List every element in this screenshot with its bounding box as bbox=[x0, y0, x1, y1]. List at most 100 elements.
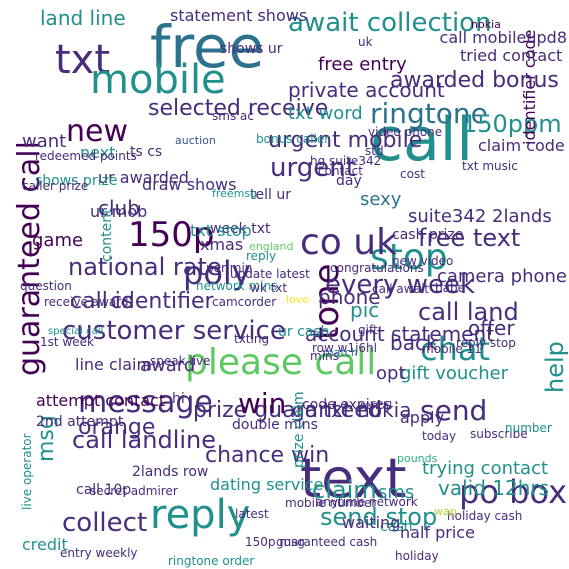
cloud-word: bonus caller bbox=[256, 132, 330, 146]
cloud-word: message bbox=[78, 385, 213, 420]
cloud-word: content bbox=[99, 208, 115, 262]
cloud-word: free entry bbox=[318, 54, 407, 75]
cloud-word: credit bbox=[22, 535, 68, 554]
cloud-word: txt music bbox=[462, 159, 518, 173]
cloud-word: urgent bbox=[270, 153, 356, 183]
cloud-word: day bbox=[336, 173, 362, 189]
cloud-word: national rate bbox=[68, 253, 222, 281]
cloud-word: gift bbox=[358, 323, 378, 337]
cloud-word: phone bbox=[318, 285, 381, 309]
cloud-word: camcorder bbox=[212, 295, 277, 309]
cloud-word: ringtone bbox=[370, 97, 488, 130]
cloud-word: private account bbox=[288, 78, 445, 102]
cloud-word: secret admirer bbox=[90, 484, 178, 498]
cloud-word: help bbox=[541, 341, 569, 393]
cloud-word: call identifier bbox=[70, 289, 214, 314]
cloud-word: std bbox=[365, 144, 384, 158]
cloud-word: receive award bbox=[44, 295, 129, 309]
cloud-word: ur cash bbox=[278, 324, 330, 340]
cloud-word: new video bbox=[392, 254, 454, 268]
cloud-word: sms ac bbox=[212, 109, 254, 123]
cloud-word: entry weekly bbox=[60, 546, 138, 560]
cloud-word: co uk bbox=[300, 222, 397, 263]
cloud-word: mobile bbox=[90, 57, 226, 103]
cloud-word: week txt bbox=[210, 221, 271, 237]
cloud-word: chance win bbox=[205, 443, 330, 468]
cloud-word: cost bbox=[400, 167, 425, 181]
cloud-word: love bbox=[286, 293, 310, 306]
cloud-word: sexy bbox=[360, 189, 402, 210]
cloud-word: per min bbox=[206, 261, 253, 275]
cloud-word: call bbox=[370, 105, 474, 175]
cloud-word: suite342 2lands bbox=[408, 206, 552, 227]
cloud-word: code expires bbox=[302, 397, 391, 413]
cloud-word: special call bbox=[48, 326, 104, 337]
cloud-word: await collection bbox=[288, 8, 492, 38]
cloud-word: speak live bbox=[150, 354, 211, 368]
cloud-word: reply stop bbox=[456, 336, 516, 350]
cloud-word: today bbox=[422, 429, 457, 443]
cloud-word: want bbox=[22, 131, 67, 152]
cloud-word: reply bbox=[246, 249, 277, 263]
cloud-word: cash prize bbox=[392, 227, 464, 243]
cloud-word: babe bbox=[435, 281, 465, 295]
cloud-word: call landline bbox=[72, 426, 216, 454]
cloud-word: ur mob bbox=[90, 202, 148, 221]
cloud-word: pic bbox=[350, 298, 380, 322]
cloud-word: customer service bbox=[62, 316, 286, 346]
cloud-word: opt bbox=[376, 363, 406, 384]
cloud-word: award bbox=[140, 355, 196, 376]
cloud-word: call land bbox=[418, 298, 519, 326]
cloud-word: caller prize bbox=[22, 179, 89, 193]
cloud-word: tried contact bbox=[460, 46, 563, 65]
cloud-word: ts cs bbox=[130, 144, 163, 160]
cloud-word: xmas bbox=[200, 235, 244, 254]
cloud-word: trying contact bbox=[422, 458, 549, 479]
cloud-word: subscribe bbox=[470, 427, 528, 441]
cloud-word: gift voucher bbox=[400, 363, 509, 384]
cloud-word: call await bbox=[372, 282, 429, 296]
cloud-word: cs bbox=[110, 289, 134, 314]
cloud-word: valid 12hrs bbox=[438, 476, 550, 500]
cloud-word: tell ur bbox=[250, 187, 291, 203]
cloud-word: offer bbox=[468, 316, 515, 340]
cloud-word: cash bbox=[380, 519, 413, 535]
cloud-word: po box bbox=[459, 473, 567, 511]
cloud-word: call 10p bbox=[76, 482, 132, 498]
cloud-word: club bbox=[98, 196, 140, 220]
cloud-word: contact bbox=[318, 164, 363, 178]
cloud-word: txting bbox=[234, 332, 270, 346]
cloud-word: draw shows bbox=[142, 175, 237, 194]
cloud-word: next bbox=[80, 143, 116, 162]
cloud-word: number bbox=[505, 421, 552, 435]
cloud-word: mobile 11 bbox=[422, 342, 482, 356]
cloud-word: prize claim bbox=[291, 391, 307, 468]
cloud-word: urgent mobile bbox=[268, 128, 423, 153]
cloud-word: ur awarded bbox=[98, 168, 189, 187]
cloud-word: prize guaranteed bbox=[193, 398, 382, 423]
cloud-word: back bbox=[390, 331, 438, 355]
cloud-word: sms bbox=[378, 482, 415, 503]
cloud-word: collect bbox=[62, 508, 148, 538]
cloud-word: freemsg bbox=[212, 187, 258, 200]
cloud-word: half price bbox=[400, 523, 475, 542]
cloud-word: 2nd attempt bbox=[36, 414, 124, 430]
cloud-word: awarded bonus bbox=[390, 68, 559, 93]
cloud-word: apply bbox=[400, 408, 445, 427]
cloud-word: mobile number bbox=[285, 496, 377, 510]
cloud-word: rental bbox=[360, 399, 393, 412]
cloud-word: attempt contact bbox=[36, 391, 166, 410]
cloud-word: question bbox=[20, 279, 72, 293]
cloud-word: go txt nokia bbox=[292, 398, 412, 422]
cloud-word: game bbox=[32, 230, 84, 251]
cloud-word: hg suite342 bbox=[310, 154, 382, 168]
cloud-word: holiday cash bbox=[447, 509, 523, 523]
cloud-word: england bbox=[249, 240, 294, 253]
cloud-word: poly bbox=[183, 254, 251, 292]
cloud-word: 1st week bbox=[40, 335, 94, 349]
cloud-word: stop bbox=[370, 237, 448, 278]
cloud-word: send bbox=[420, 394, 488, 427]
cloud-word: guaranteed cash bbox=[276, 535, 378, 549]
cloud-word: auction bbox=[175, 134, 216, 147]
